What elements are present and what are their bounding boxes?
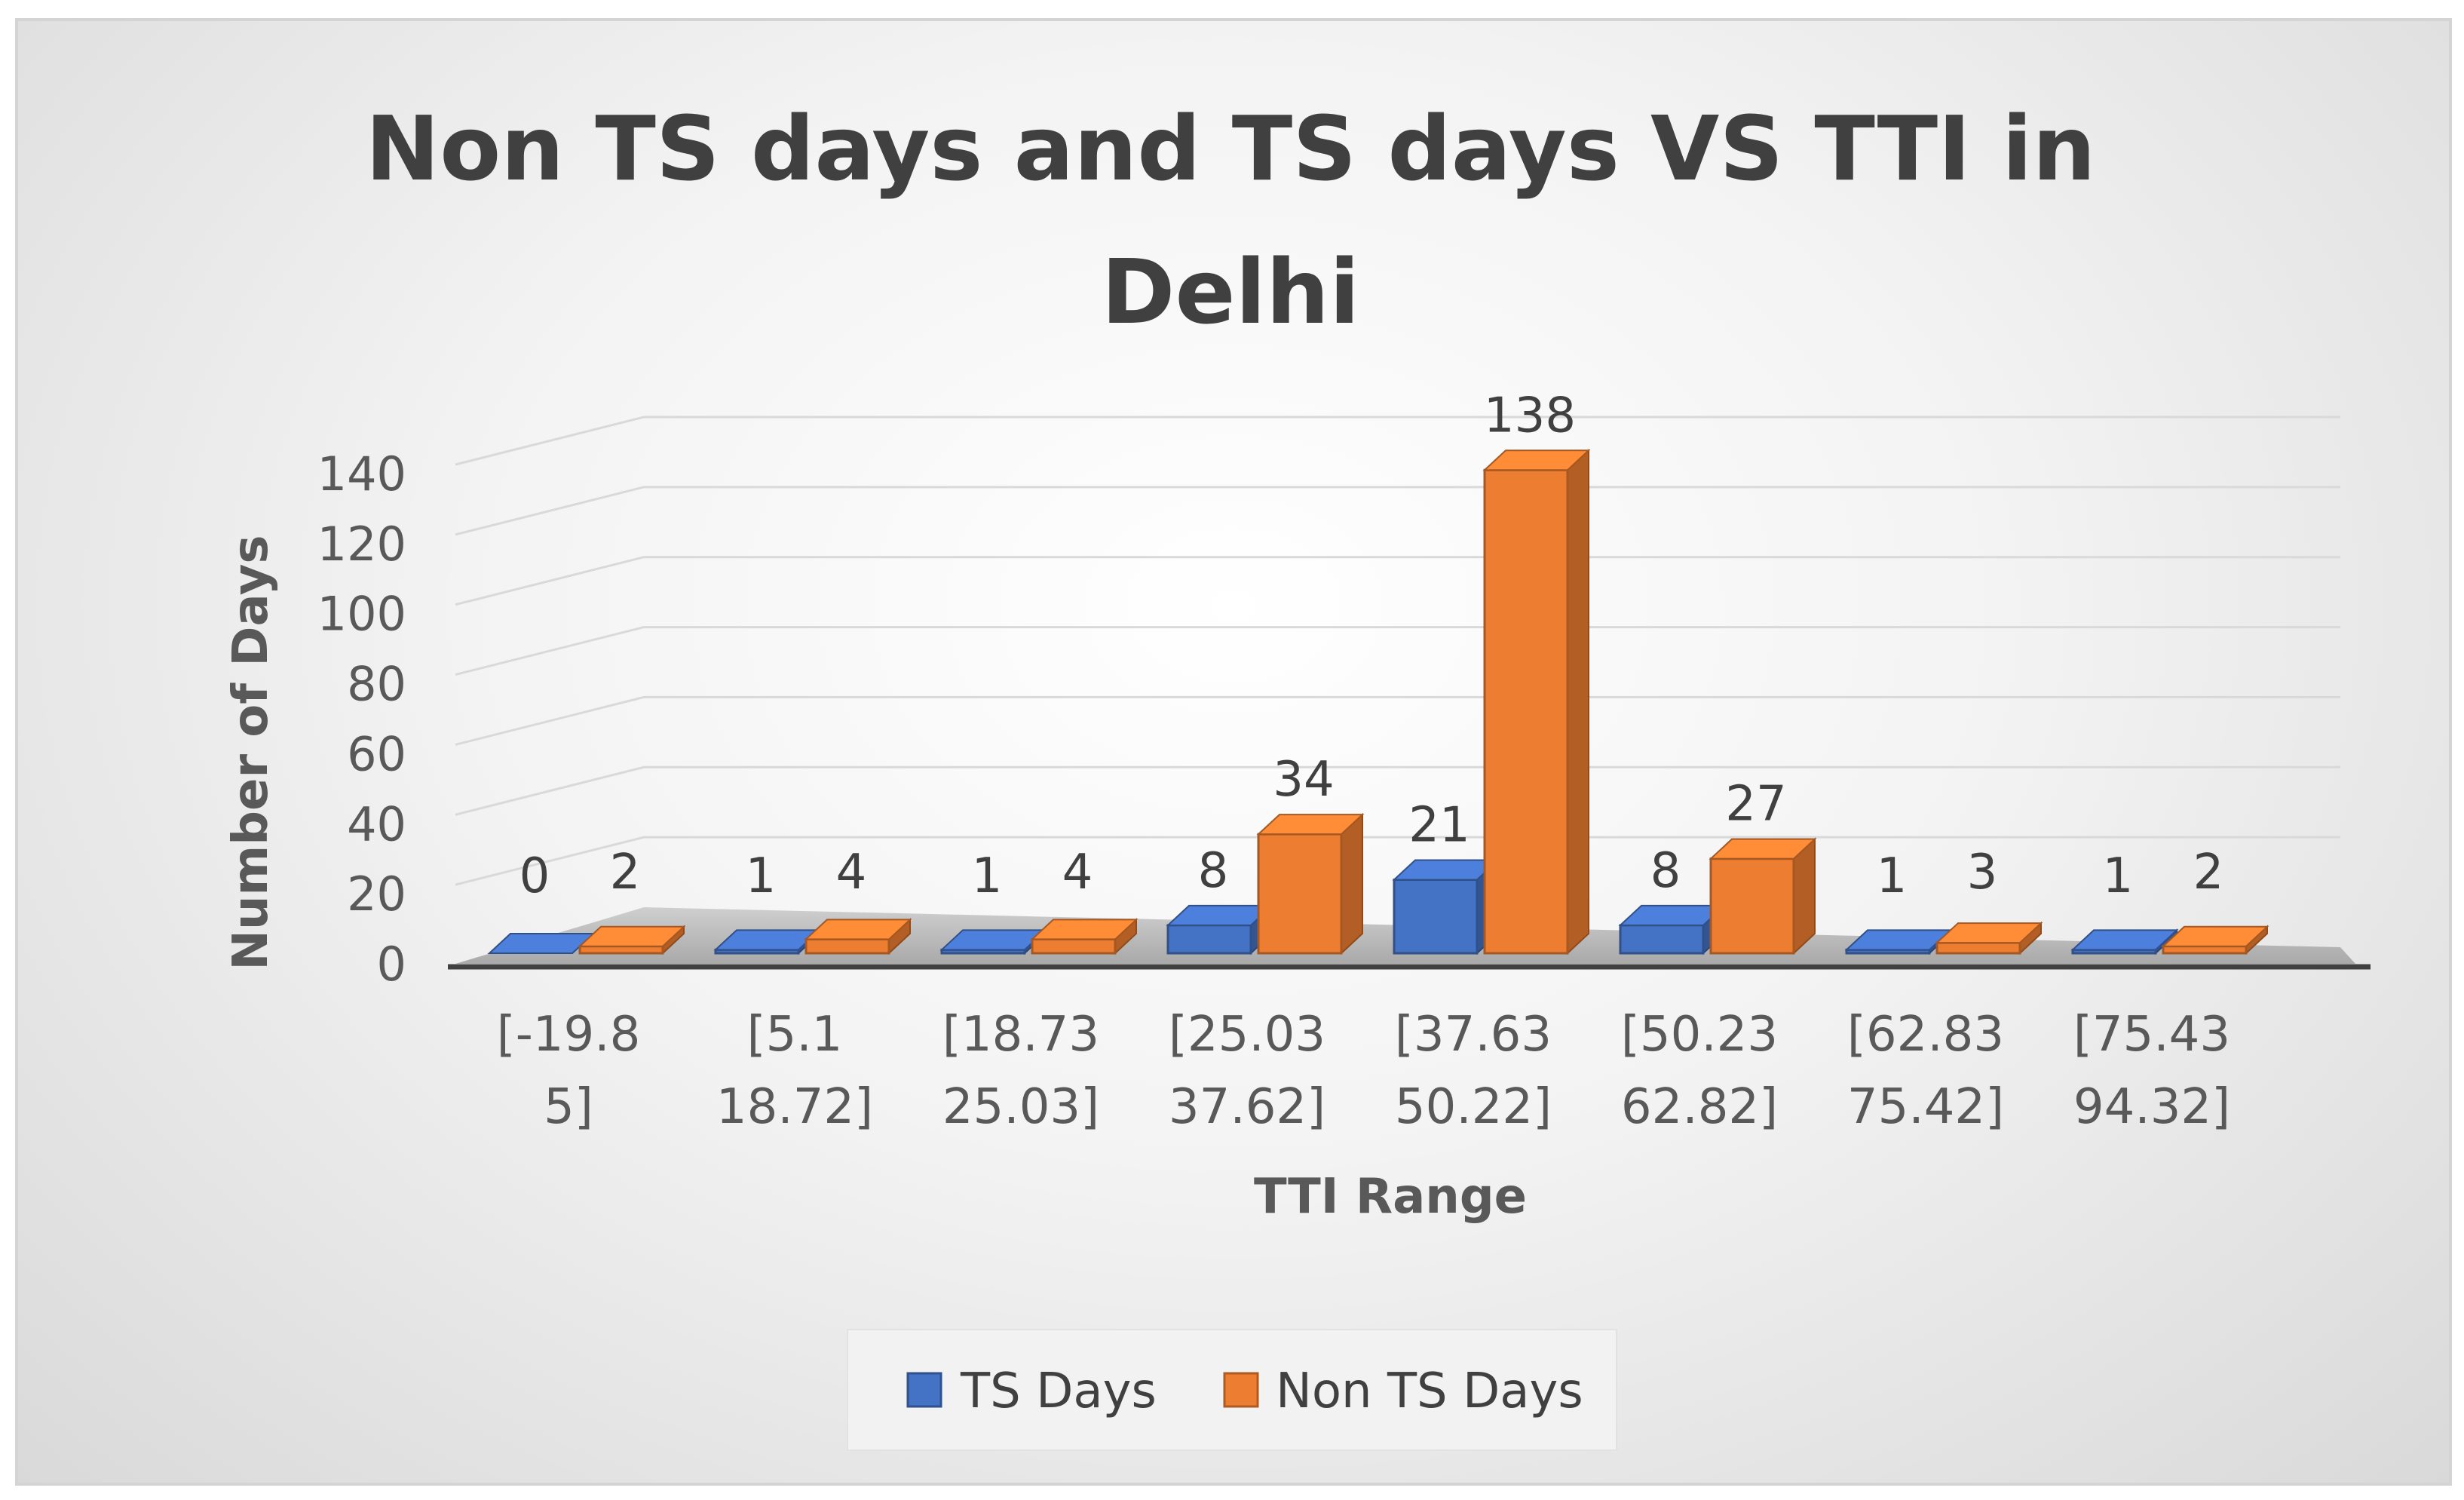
y-tick-label: 20: [347, 867, 406, 922]
bar-non-ts: [2161, 925, 2269, 956]
data-label-ts: 1: [1877, 848, 1908, 904]
bar-non-ts-front: [1031, 937, 1117, 955]
x-tick-label: [62.83: [1847, 1007, 2004, 1063]
bar-non-ts-front: [1483, 468, 1569, 955]
bar-ts: [1618, 903, 1727, 956]
x-tick-label: 25.03]: [942, 1079, 1099, 1135]
gridline: [455, 556, 2340, 606]
x-tick-label: 37.62]: [1169, 1079, 1325, 1135]
x-tick-label: [75.43: [2073, 1007, 2230, 1063]
bar-non-ts: [1482, 448, 1591, 956]
gridline: [455, 626, 2340, 676]
gridline: [455, 695, 2340, 746]
bar-non-ts: [578, 925, 686, 956]
data-label-non-ts: 2: [2193, 845, 2224, 900]
bar-ts: [1392, 858, 1500, 956]
bar-non-ts: [1256, 812, 1365, 956]
x-tick-label: [-19.8: [497, 1007, 641, 1063]
bar-ts: [1166, 903, 1274, 956]
bar-non-ts-front: [578, 945, 664, 955]
data-label-ts: 0: [519, 848, 550, 904]
x-tick-label: 50.22]: [1395, 1079, 1552, 1135]
bar-non-ts-top: [1256, 814, 1365, 836]
x-tick-label: 5]: [544, 1079, 593, 1135]
chart-title: Non TS days and TS days VS TTI in Delhi: [365, 97, 2095, 344]
bar-non-ts-top: [804, 919, 912, 940]
y-axis: 0 20 40 60 80 100 120 140: [317, 446, 406, 992]
bar-ts-front: [1393, 879, 1479, 955]
bar-non-ts-top: [1482, 449, 1591, 471]
data-label-non-ts: 27: [1725, 777, 1786, 833]
plot-area: [487, 448, 2269, 956]
bar-non-ts-front: [1709, 857, 1795, 955]
bar-non-ts-top: [578, 925, 686, 947]
gridline: [455, 486, 2340, 536]
data-label-ts: 1: [2103, 848, 2134, 904]
data-label-non-ts: 3: [1967, 845, 1998, 900]
bar-non-ts-top: [1709, 838, 1817, 860]
x-axis: [-19.8 5] [5.1 18.72] [18.73 25.03] [25.03 37.6…: [497, 1007, 2230, 1135]
bar-non-ts: [804, 918, 912, 956]
legend: TS Days Non TS Days: [847, 1329, 1617, 1451]
bar-ts-front: [1166, 924, 1252, 955]
data-label-non-ts: 2: [610, 845, 641, 900]
bar-non-ts: [1935, 921, 2043, 956]
bar-ts: [2070, 928, 2179, 956]
x-tick-label: 75.42]: [1847, 1079, 2004, 1135]
data-label-non-ts: 138: [1484, 388, 1576, 443]
y-tick-label: 80: [347, 657, 406, 712]
x-tick-label: 18.72]: [716, 1079, 873, 1135]
bar-non-ts-top: [1030, 919, 1139, 940]
data-label-ts: 1: [746, 848, 777, 904]
y-tick-label: 120: [317, 517, 406, 572]
data-label-ts: 8: [1650, 843, 1681, 899]
title-line-2: Delhi: [1102, 240, 1360, 344]
data-label-non-ts: 4: [1062, 845, 1093, 900]
legend-swatch-ts: [906, 1372, 942, 1408]
gridline: [455, 765, 2340, 816]
x-tick-label: [50.23: [1621, 1007, 1778, 1063]
chart-frame: Non TS days and TS days VS TTI in Delhi …: [15, 18, 2452, 1486]
bar-non-ts: [1709, 837, 1817, 956]
data-label-ts: 21: [1408, 798, 1470, 854]
legend-swatch-non-ts: [1223, 1372, 1259, 1408]
y-axis-title: Number of Days: [223, 535, 279, 970]
title-line-1: Non TS days and TS days VS TTI in: [365, 97, 2095, 201]
data-label-ts: 1: [972, 848, 1003, 904]
legend-label-ts: TS Days: [960, 1363, 1157, 1419]
x-tick-label: [18.73: [942, 1007, 1099, 1063]
gridlines: [455, 416, 2340, 886]
y-tick-label: 0: [377, 937, 406, 992]
bar-non-ts-top: [1935, 922, 2043, 944]
bar-non-ts-front: [1935, 941, 2021, 955]
y-tick-label: 40: [347, 796, 406, 851]
gridline: [455, 416, 2340, 466]
bar-non-ts-front: [804, 937, 890, 955]
bar-non-ts-side: [1567, 448, 1589, 956]
x-tick-label: [37.63: [1395, 1007, 1552, 1063]
bar-non-ts: [1030, 918, 1139, 956]
data-label-non-ts: 4: [836, 845, 867, 900]
x-axis-title: TTI Range: [1254, 1169, 1527, 1225]
x-tick-label: [5.1: [747, 1007, 843, 1063]
y-tick-label: 60: [347, 726, 406, 781]
y-tick-label: 140: [317, 446, 406, 502]
bar-ts-top: [2070, 929, 2179, 951]
legend-label-non-ts: Non TS Days: [1276, 1363, 1583, 1419]
data-label-ts: 8: [1198, 843, 1229, 899]
data-label-non-ts: 34: [1273, 752, 1334, 808]
gridline: [455, 836, 2340, 886]
bar-non-ts-side: [1341, 812, 1363, 956]
chart-svg: Non TS days and TS days VS TTI in Delhi …: [223, 97, 2371, 1451]
x-tick-label: 94.32]: [2073, 1079, 2230, 1135]
bar-ts-front: [1619, 924, 1705, 955]
x-tick-label: [25.03: [1169, 1007, 1325, 1063]
x-tick-label: 62.82]: [1621, 1079, 1778, 1135]
bar-non-ts-front: [1257, 833, 1343, 955]
y-tick-label: 100: [317, 587, 406, 642]
bar-non-ts-front: [2162, 945, 2248, 955]
bar-non-ts-top: [2161, 925, 2269, 947]
